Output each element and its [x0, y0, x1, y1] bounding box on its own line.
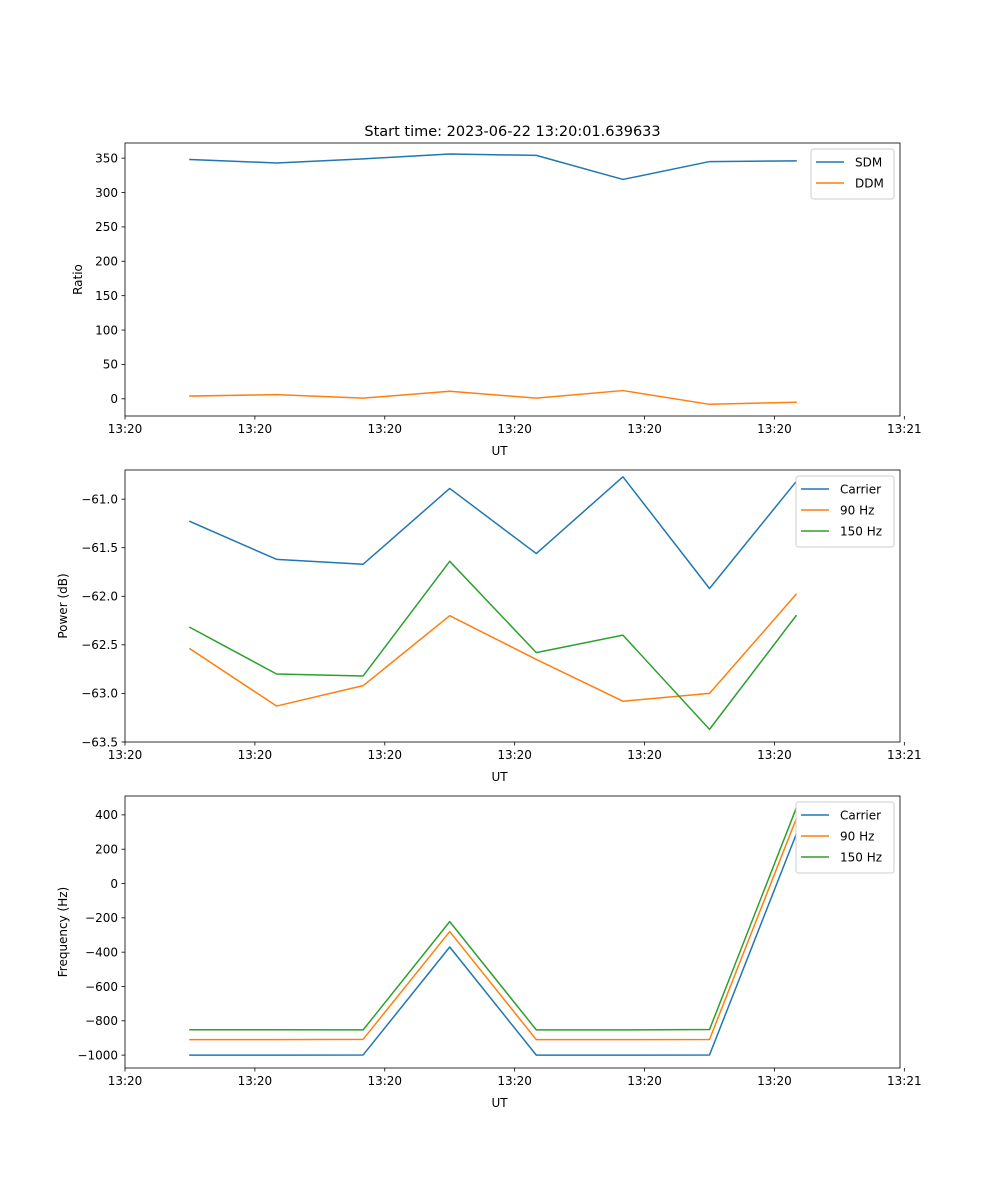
x-tick-label: 13:20: [367, 748, 402, 762]
legend-label: 150 Hz: [840, 851, 882, 865]
x-tick-label: 13:20: [497, 748, 532, 762]
chart-panel-1: 13:20 13:20 13:20 13:20 13:20 13:20 13:21 0 50 10…: [71, 142, 922, 458]
legend-label: Carrier: [840, 483, 881, 497]
x-tick-label: 13:20: [367, 422, 402, 436]
legend-label: SDM: [855, 156, 882, 170]
x-tick-label: 13:20: [238, 748, 273, 762]
x-tick-label: 13:20: [238, 422, 273, 436]
x-tick-label: 13:20: [497, 422, 532, 436]
y-tick-label: −1000: [77, 1048, 118, 1062]
y-tick-label: 150: [95, 289, 118, 303]
x-tick-label: 13:20: [627, 1074, 662, 1088]
legend-label: Carrier: [840, 809, 881, 823]
x-tick-label: 13:21: [887, 1074, 922, 1088]
series-line-ddm: [189, 389, 797, 406]
x-tick-label: 13:20: [238, 1074, 273, 1088]
x-tick-label: 13:20: [627, 748, 662, 762]
x-tick-label: 13:20: [757, 748, 792, 762]
x-tick-label: 13:20: [757, 422, 792, 436]
y-tick-label: −400: [85, 945, 118, 959]
x-axis-label: UT: [491, 770, 508, 784]
chart-panel-2: 13:20 13:20 13:20 13:20 13:20 13:20 13:21 −63.5…: [56, 469, 922, 784]
series-line-150-hz: [188, 560, 798, 731]
x-axis-label: UT: [491, 1096, 508, 1110]
legend-box: [795, 475, 895, 548]
x-tick-label: 13:21: [887, 748, 922, 762]
y-tick-label: 250: [95, 220, 118, 234]
y-tick-label: −800: [85, 1014, 118, 1028]
y-axis-label: Ratio: [71, 264, 85, 295]
series-line-carrier: [188, 476, 798, 590]
y-tick-label: −62.5: [81, 638, 118, 652]
y-tick-label: −61.0: [81, 492, 118, 506]
x-tick-label: 13:21: [887, 422, 922, 436]
legend: SDM DDM: [810, 148, 895, 200]
axes-frame: [124, 142, 901, 417]
series-line-sdm: [189, 153, 797, 181]
y-tick-label: 0: [110, 392, 118, 406]
x-tick-label: 13:20: [108, 422, 143, 436]
legend-label: DDM: [855, 177, 884, 191]
axes-frame: [124, 469, 901, 743]
figure-title: Start time: 2023-06-22 13:20:01.639633: [364, 124, 660, 140]
legend: Carrier 90 Hz 150 Hz: [795, 475, 895, 548]
x-tick-label: 13:20: [757, 1074, 792, 1088]
y-axis-label: Frequency (Hz): [56, 887, 70, 978]
x-tick-label: 13:20: [627, 422, 662, 436]
x-axis-label: UT: [491, 444, 508, 458]
y-tick-label: 400: [95, 808, 118, 822]
x-tick-label: 13:20: [108, 748, 143, 762]
y-tick-label: −600: [85, 980, 118, 994]
y-tick-label: −62.0: [81, 590, 118, 604]
x-tick-label: 13:20: [497, 1074, 532, 1088]
y-tick-label: 350: [95, 151, 118, 165]
y-tick-label: 100: [95, 323, 118, 337]
y-tick-label: 300: [95, 186, 118, 200]
series-line-carrier: [189, 833, 798, 1056]
y-tick-label: −63.5: [81, 735, 118, 749]
y-tick-label: 200: [95, 842, 118, 856]
legend-label: 150 Hz: [840, 525, 882, 539]
legend: Carrier 90 Hz 150 Hz: [795, 801, 895, 874]
x-tick-label: 13:20: [108, 1074, 143, 1088]
y-tick-label: 200: [95, 255, 118, 269]
chart-panel-3: 13:20 13:20 13:20 13:20 13:20 13:20 13:21 −1000…: [56, 795, 922, 1110]
x-tick-label: 13:20: [367, 1074, 402, 1088]
series-line-90-hz: [189, 818, 798, 1041]
axes-frame: [124, 795, 901, 1069]
y-tick-label: 50: [103, 358, 118, 372]
y-tick-label: −63.0: [81, 687, 118, 701]
y-tick-label: 0: [110, 877, 118, 891]
series-line-90-hz: [188, 593, 798, 707]
y-tick-label: −61.5: [81, 541, 118, 555]
legend-box: [795, 801, 895, 874]
legend-label: 90 Hz: [840, 830, 874, 844]
legend-label: 90 Hz: [840, 504, 874, 518]
series-line-150-hz: [189, 807, 798, 1031]
y-tick-label: −200: [85, 911, 118, 925]
y-axis-label: Power (dB): [56, 573, 70, 638]
